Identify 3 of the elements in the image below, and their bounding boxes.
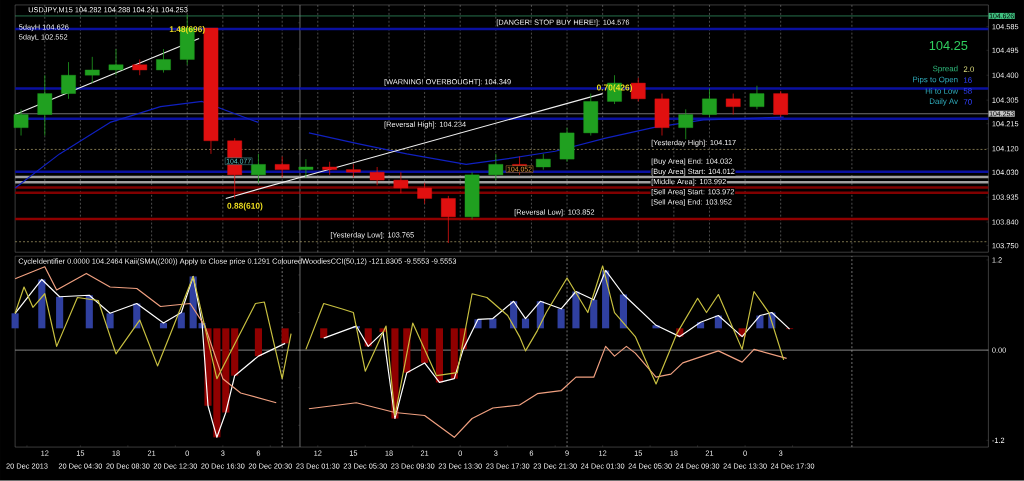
annotation: 1.48(696): [169, 26, 205, 34]
annotation: 0.88(610): [227, 202, 263, 211]
annotation: 104.25: [929, 41, 968, 51]
